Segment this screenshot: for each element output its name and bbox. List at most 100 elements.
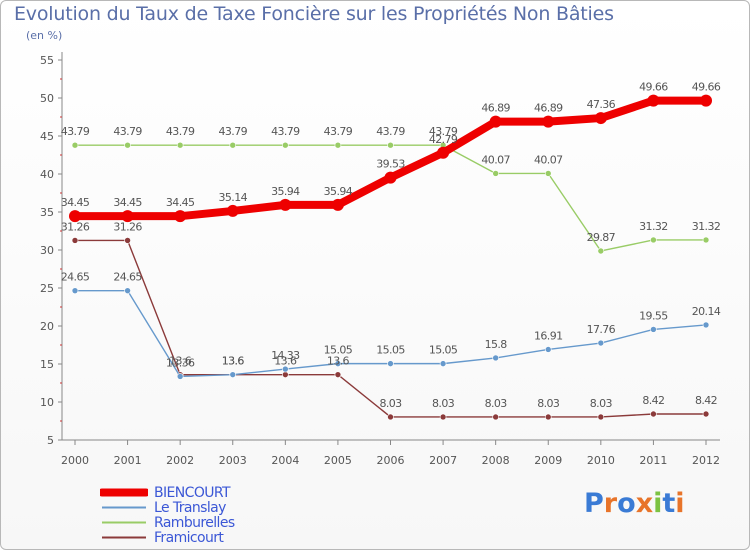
legend-swatch <box>102 506 146 509</box>
data-point-ramburelles <box>492 170 499 177</box>
data-label-framicourt: 8.03 <box>537 397 560 410</box>
data-label-framicourt: 31.26 <box>113 220 142 233</box>
x-tick-label: 2010 <box>587 454 615 467</box>
data-label-framicourt: 13.6 <box>169 355 192 368</box>
data-label-le-translay: 15.05 <box>429 344 458 357</box>
legend: BIENCOURT Le Translay Ramburelles Framic… <box>100 485 235 546</box>
data-label-ramburelles: 43.79 <box>61 125 90 138</box>
legend-swatch <box>102 536 146 539</box>
logo-letter: i <box>653 488 663 519</box>
data-point-biencourt <box>69 210 81 223</box>
data-point-framicourt <box>702 410 710 418</box>
data-label-ramburelles: 40.07 <box>534 153 563 166</box>
data-point-ramburelles <box>176 141 184 149</box>
data-point-le-translay <box>544 346 552 353</box>
data-point-ramburelles <box>650 236 657 244</box>
legend-label: Le Translay <box>154 499 226 516</box>
data-point-le-translay <box>176 373 184 380</box>
data-point-le-translay <box>597 339 605 347</box>
data-point-le-translay <box>334 360 342 367</box>
x-tick-label: 2011 <box>639 454 667 467</box>
data-point-framicourt <box>439 413 447 421</box>
x-tick-label: 2003 <box>219 454 247 467</box>
x-tick-label: 2004 <box>271 454 299 467</box>
y-tick-label: 5 <box>47 434 54 447</box>
data-point-biencourt <box>489 115 502 128</box>
data-point-framicourt <box>650 410 657 418</box>
data-label-le-translay: 24.65 <box>61 271 90 284</box>
data-label-framicourt: 13.6 <box>274 355 297 368</box>
data-point-biencourt <box>594 112 607 125</box>
y-tick-label: 55 <box>40 54 54 67</box>
data-point-biencourt <box>279 198 292 211</box>
data-label-biencourt: 49.66 <box>639 81 668 94</box>
data-point-ramburelles <box>702 236 710 244</box>
data-label-ramburelles: 43.79 <box>113 125 142 138</box>
y-tick-label: 50 <box>40 92 54 105</box>
data-point-biencourt <box>647 94 660 107</box>
data-point-biencourt <box>174 210 187 223</box>
legend-swatch <box>102 521 146 524</box>
data-label-ramburelles: 43.79 <box>376 125 405 138</box>
data-label-ramburelles: 29.87 <box>587 231 616 244</box>
x-tick-label: 2001 <box>114 454 142 467</box>
data-label-le-translay: 15.05 <box>324 344 353 357</box>
data-point-biencourt <box>700 94 712 107</box>
legend-item-ramburelles[interactable]: Ramburelles <box>100 515 235 531</box>
legend-item-le-translay[interactable]: Le Translay <box>100 499 235 516</box>
data-label-framicourt: 8.03 <box>432 397 455 410</box>
data-label-biencourt: 47.36 <box>587 98 616 111</box>
x-tick-label: 2012 <box>692 454 720 467</box>
x-tick-label: 2005 <box>324 454 352 467</box>
data-label-framicourt: 13.6 <box>327 355 350 368</box>
data-point-biencourt <box>542 115 555 128</box>
y-tick-label: 40 <box>40 168 54 181</box>
data-point-framicourt <box>544 413 552 421</box>
data-label-ramburelles: 43.79 <box>429 125 458 138</box>
data-label-biencourt: 42.79 <box>429 133 458 146</box>
data-point-le-translay <box>702 321 710 329</box>
data-point-ramburelles <box>334 141 342 149</box>
data-point-framicourt <box>124 237 131 244</box>
legend-item-biencourt[interactable]: BIENCOURT <box>100 485 235 501</box>
legend-item-framicourt[interactable]: Framicourt <box>100 530 235 546</box>
data-point-framicourt <box>597 413 605 421</box>
data-point-ramburelles <box>544 170 552 177</box>
logo-letter: t <box>662 488 676 519</box>
data-point-le-translay <box>71 287 79 294</box>
data-label-ramburelles: 43.79 <box>271 125 300 138</box>
data-point-le-translay <box>492 354 499 362</box>
data-point-ramburelles <box>282 141 289 149</box>
data-label-ramburelles: 40.07 <box>481 153 510 166</box>
data-point-biencourt <box>384 171 397 184</box>
data-label-biencourt: 34.45 <box>166 196 195 209</box>
data-point-biencourt <box>437 146 450 159</box>
data-label-le-translay: 17.76 <box>587 323 616 336</box>
data-label-biencourt: 46.89 <box>481 102 510 115</box>
data-label-le-translay: 19.55 <box>639 309 668 322</box>
logo-letter: P <box>584 488 604 519</box>
proxiti-logo[interactable]: Proxiti <box>584 488 685 519</box>
data-point-biencourt <box>121 210 134 223</box>
data-point-ramburelles <box>71 141 79 149</box>
x-tick-label: 2008 <box>482 454 510 467</box>
y-tick-label: 20 <box>40 320 54 333</box>
data-point-framicourt <box>282 371 289 378</box>
data-point-ramburelles <box>597 247 605 255</box>
data-point-framicourt <box>71 237 79 244</box>
y-tick-label: 10 <box>40 396 54 409</box>
y-tick-label: 30 <box>40 244 54 257</box>
data-point-le-translay <box>124 287 131 294</box>
data-label-framicourt: 13.6 <box>222 355 245 368</box>
data-point-biencourt <box>226 204 239 217</box>
data-label-le-translay: 20.14 <box>692 305 721 318</box>
y-tick-label: 25 <box>40 282 54 295</box>
data-point-le-translay <box>439 360 447 367</box>
data-label-ramburelles: 31.32 <box>639 220 668 233</box>
legend-swatch <box>100 488 148 497</box>
data-label-le-translay: 24.65 <box>113 271 142 284</box>
data-label-biencourt: 35.94 <box>271 185 300 198</box>
data-label-framicourt: 8.03 <box>590 397 613 410</box>
data-label-ramburelles: 31.32 <box>692 220 721 233</box>
